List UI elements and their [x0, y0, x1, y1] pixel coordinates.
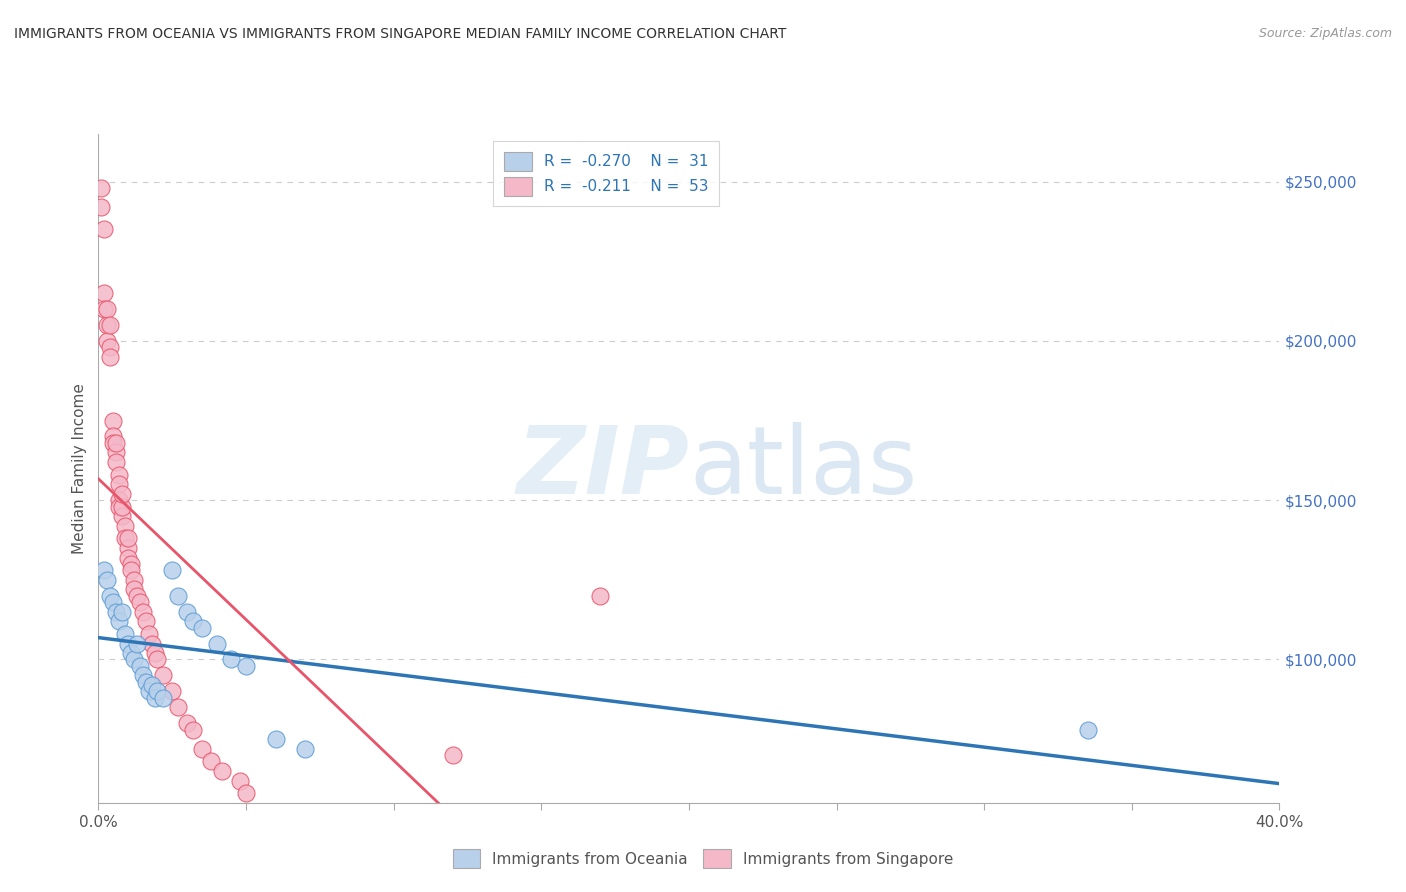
Point — [162, 684, 183, 698]
Point — [122, 573, 145, 587]
Point — [229, 773, 252, 788]
Point — [108, 500, 131, 514]
Point — [98, 318, 121, 332]
Text: IMMIGRANTS FROM OCEANIA VS IMMIGRANTS FROM SINGAPORE MEDIAN FAMILY INCOME CORREL: IMMIGRANTS FROM OCEANIA VS IMMIGRANTS FR… — [14, 27, 786, 41]
Point — [98, 340, 121, 354]
Point — [152, 668, 174, 682]
Point — [96, 301, 118, 316]
Point — [128, 595, 150, 609]
Point — [143, 646, 166, 660]
Point — [96, 573, 118, 587]
Point — [117, 541, 139, 555]
Point — [108, 614, 131, 628]
Point — [125, 589, 148, 603]
Point — [132, 605, 155, 619]
Point — [122, 582, 145, 597]
Point — [117, 550, 139, 565]
Legend: Immigrants from Oceania, Immigrants from Singapore: Immigrants from Oceania, Immigrants from… — [446, 841, 960, 875]
Point — [191, 621, 214, 635]
Point — [103, 435, 125, 450]
Point — [181, 614, 204, 628]
Point — [200, 755, 222, 769]
Point — [120, 646, 142, 660]
Point — [135, 674, 157, 689]
Point — [1077, 723, 1099, 737]
Point — [103, 429, 125, 443]
Point — [105, 455, 128, 469]
Point — [141, 678, 163, 692]
Point — [111, 605, 134, 619]
Point — [191, 741, 214, 756]
Point — [98, 589, 121, 603]
Point — [98, 350, 121, 364]
Point — [90, 200, 112, 214]
Point — [205, 636, 228, 650]
Point — [146, 684, 169, 698]
Point — [93, 222, 115, 236]
Point — [111, 509, 134, 524]
Point — [138, 627, 160, 641]
Point — [117, 636, 139, 650]
Point — [108, 477, 131, 491]
Point — [146, 652, 169, 666]
Point — [122, 652, 145, 666]
Point — [90, 181, 112, 195]
Point — [235, 658, 257, 673]
Point — [441, 747, 464, 762]
Point — [181, 723, 204, 737]
Text: Source: ZipAtlas.com: Source: ZipAtlas.com — [1258, 27, 1392, 40]
Point — [105, 605, 128, 619]
Point — [93, 301, 115, 316]
Point — [96, 318, 118, 332]
Point — [93, 563, 115, 577]
Point — [152, 690, 174, 705]
Point — [105, 445, 128, 459]
Point — [111, 500, 134, 514]
Point — [132, 668, 155, 682]
Point — [93, 286, 115, 301]
Point — [135, 614, 157, 628]
Point — [167, 700, 190, 714]
Point — [264, 732, 287, 747]
Point — [211, 764, 233, 778]
Point — [167, 589, 190, 603]
Point — [176, 605, 198, 619]
Text: atlas: atlas — [689, 422, 917, 515]
Point — [114, 532, 136, 546]
Point — [176, 716, 198, 731]
Point — [103, 413, 125, 427]
Point — [105, 435, 128, 450]
Point — [108, 493, 131, 508]
Legend: R =  -0.270    N =  31, R =  -0.211    N =  53: R = -0.270 N = 31, R = -0.211 N = 53 — [494, 142, 718, 206]
Point — [120, 557, 142, 571]
Point — [128, 658, 150, 673]
Point — [114, 518, 136, 533]
Point — [111, 487, 134, 501]
Point — [120, 563, 142, 577]
Text: ZIP: ZIP — [516, 422, 689, 515]
Point — [138, 684, 160, 698]
Point — [162, 563, 183, 577]
Point — [589, 589, 612, 603]
Point — [125, 636, 148, 650]
Point — [103, 595, 125, 609]
Y-axis label: Median Family Income: Median Family Income — [72, 383, 87, 554]
Point — [235, 786, 257, 800]
Point — [108, 467, 131, 482]
Point — [117, 532, 139, 546]
Point — [219, 652, 242, 666]
Point — [141, 636, 163, 650]
Point — [96, 334, 118, 348]
Point — [294, 741, 316, 756]
Point — [143, 690, 166, 705]
Point — [114, 627, 136, 641]
